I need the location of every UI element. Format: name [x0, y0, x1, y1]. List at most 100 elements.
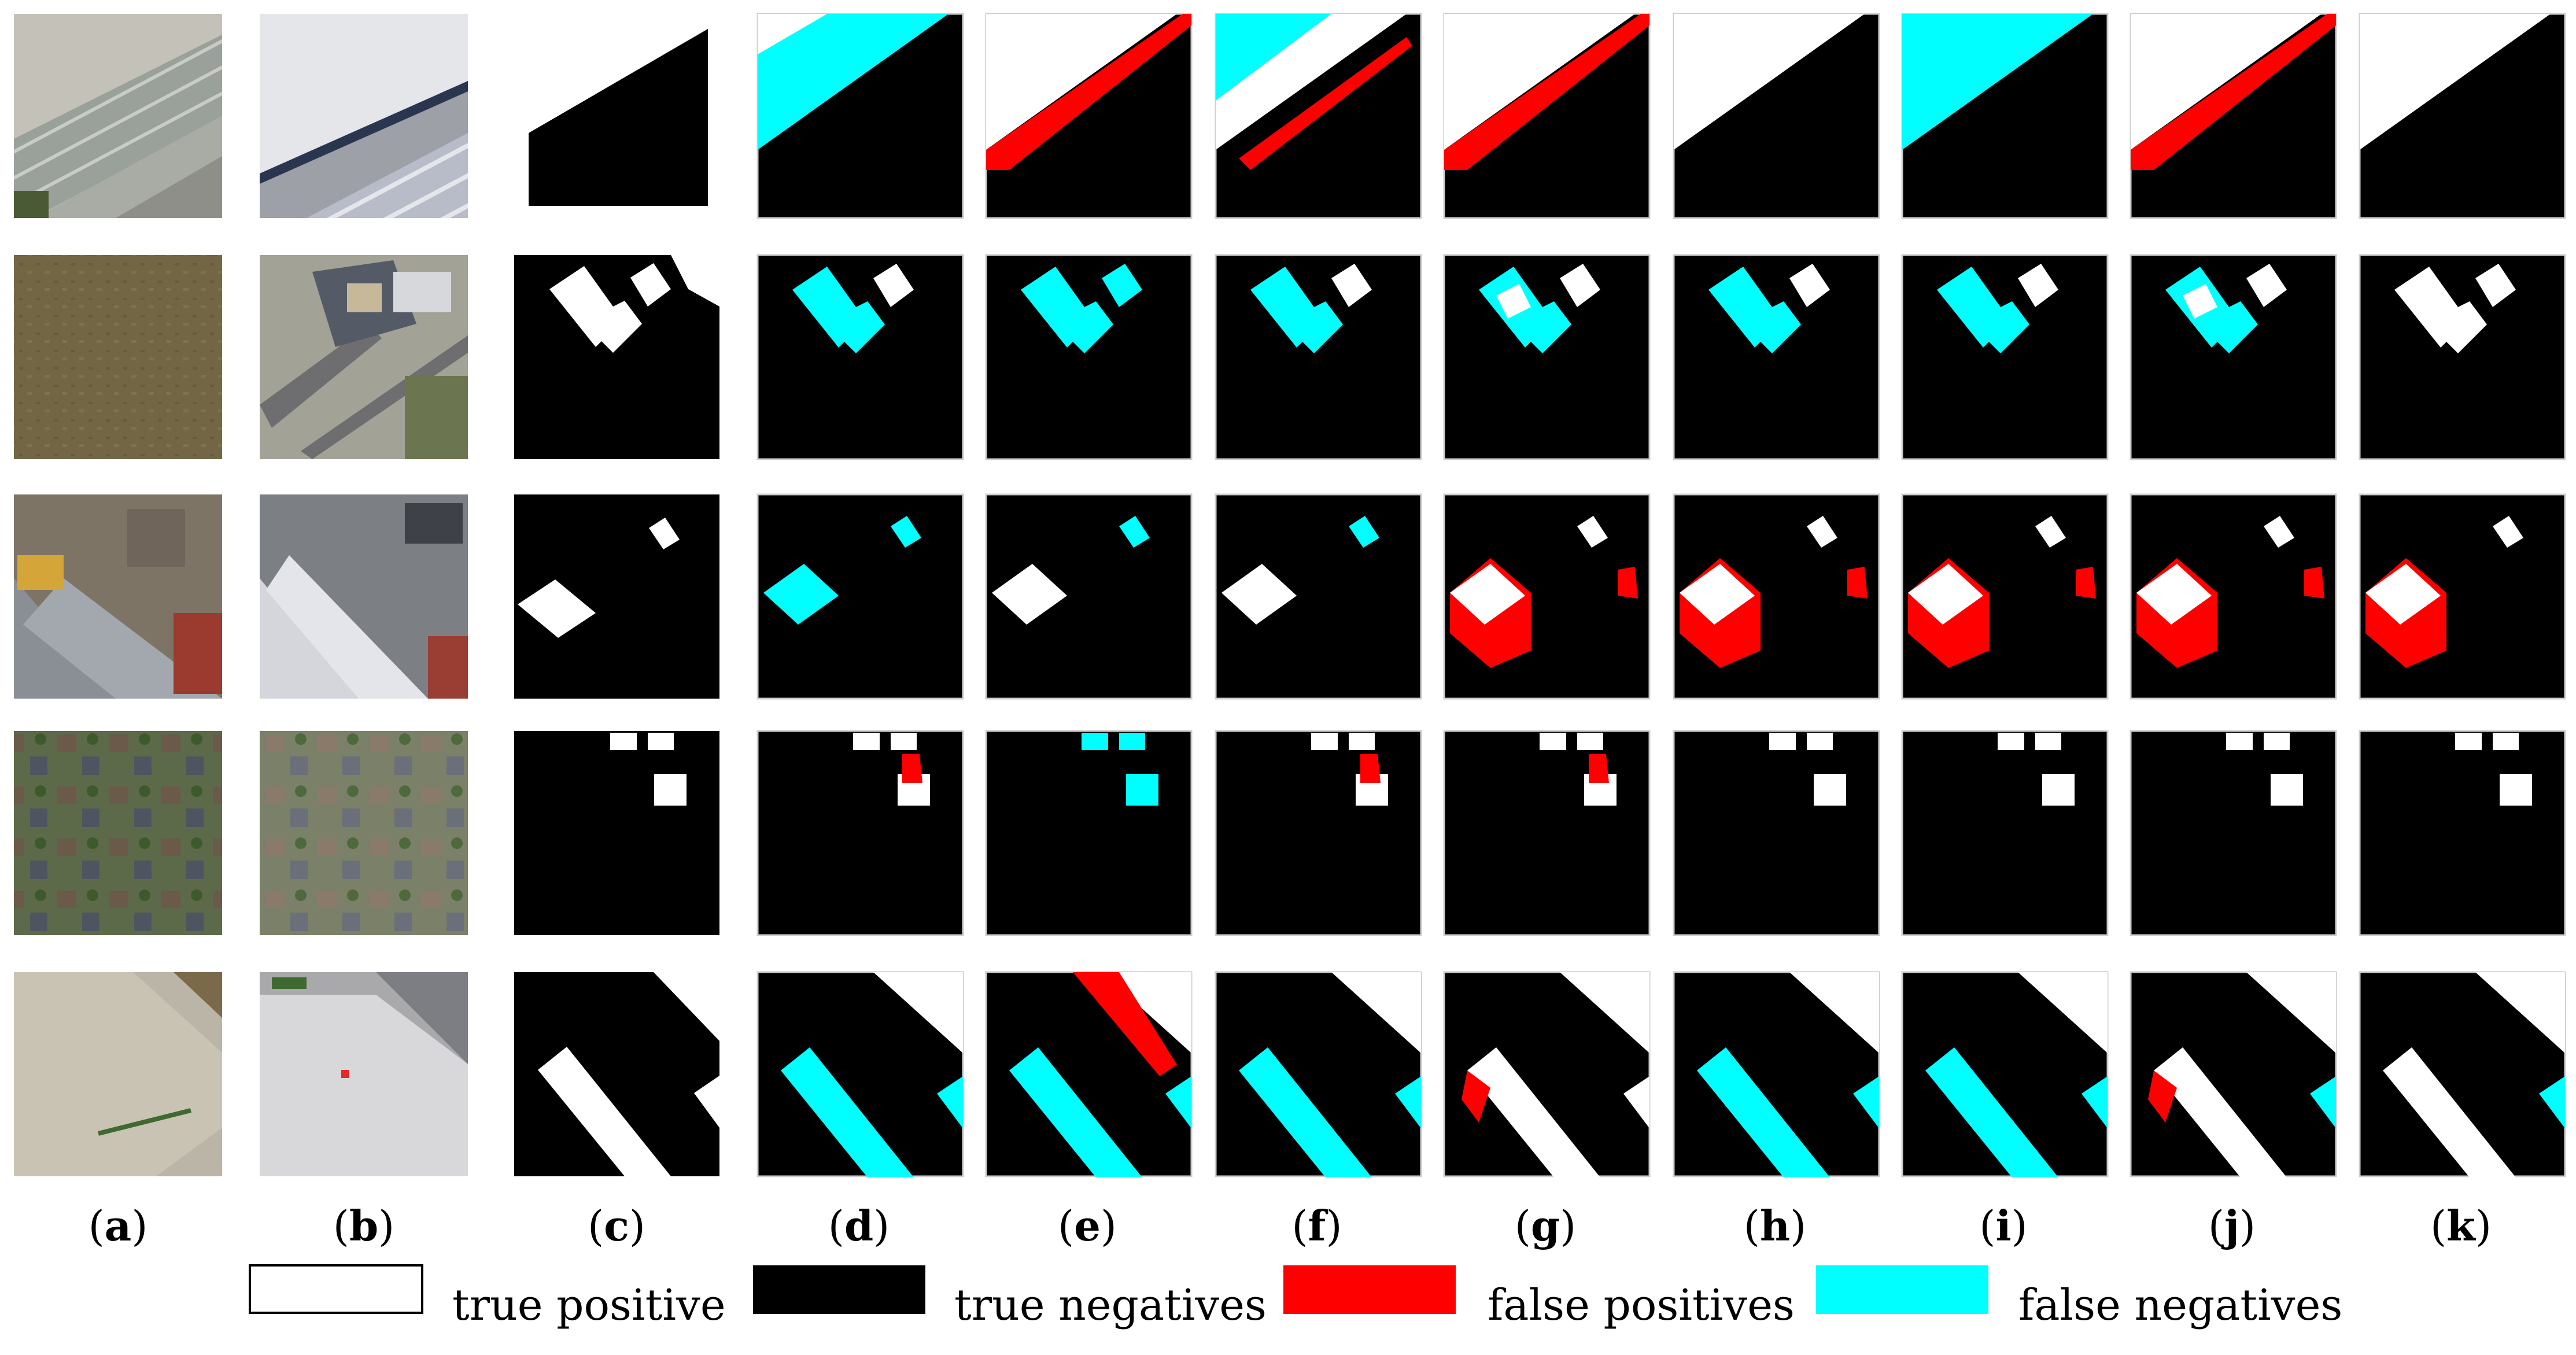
region-house-1 [2455, 733, 2482, 750]
label-d: (d) [828, 1201, 890, 1250]
region-fp [1239, 37, 1412, 170]
label-e-close: ) [1101, 1202, 1117, 1250]
region-house-1 [853, 733, 880, 750]
region-roof [2131, 14, 2322, 150]
pred-g-row5 [1443, 971, 1651, 1177]
region-roof [2360, 14, 2551, 150]
region-building-mid [2475, 264, 2516, 307]
region-tp [1496, 284, 1531, 319]
label-e-open: ( [1058, 1202, 1074, 1250]
legend-swatch-false-negatives [1816, 1265, 1988, 1314]
pred-k-row5 [2359, 971, 2566, 1177]
region-house-2 [1807, 733, 1833, 750]
region-building-small [891, 516, 921, 548]
gt-row2 [514, 255, 719, 459]
region-tp [2183, 284, 2217, 319]
panel-background [1443, 254, 1651, 460]
region-strip [2383, 1047, 2516, 1177]
image-a-row3 [14, 494, 222, 699]
pred-e-row1 [985, 13, 1193, 219]
panel-background [1215, 254, 1422, 460]
label-k-close: ) [2475, 1202, 2492, 1250]
region-house-3 [2500, 774, 2532, 806]
legend-swatch-true-positive [249, 1264, 423, 1314]
region-fp [1462, 1070, 1490, 1123]
pred-h-row4 [1673, 730, 1880, 936]
label-f-close: ) [1326, 1202, 1342, 1250]
region-building-small [1119, 516, 1150, 548]
label-c: (c) [588, 1201, 645, 1250]
region-roof [1444, 14, 1635, 150]
gt-row5 [514, 972, 719, 1176]
column-labels: (a) (b) (c) (d) (e) (f) (g) (h) (i) (j) … [88, 1201, 2492, 1250]
panel-background [985, 730, 1193, 936]
region-fp-blob [1618, 567, 1638, 599]
region-building-small [2035, 516, 2066, 548]
region-building-mid [1102, 264, 1142, 307]
region-building-mid [1789, 264, 1830, 307]
label-g-close: ) [1560, 1202, 1576, 1250]
pred-i-row5 [1901, 971, 2109, 1177]
gt-row3 [514, 494, 719, 699]
region-building-large [792, 267, 885, 353]
pred-d-row2 [756, 254, 964, 460]
region-building-mid [873, 264, 914, 307]
panel-background [756, 254, 964, 460]
column-a-images [14, 14, 222, 1176]
region-building-small [1349, 516, 1379, 548]
region-fp [1073, 972, 1177, 1076]
label-f-open: ( [1291, 1202, 1308, 1250]
region-strip-right [2310, 1076, 2336, 1128]
pred-i-row1 [1901, 13, 2109, 219]
panel-background [1443, 730, 1651, 936]
region-building-large [2394, 267, 2487, 353]
label-g: (g) [1515, 1201, 1577, 1250]
pred-f-row2 [1215, 254, 1422, 460]
region-fp [986, 14, 1191, 170]
pred-j-row4 [2130, 730, 2337, 936]
region-strip-top [873, 972, 963, 1053]
pred-h-row5 [1673, 971, 1880, 1177]
region-building-mid [2246, 264, 2287, 307]
pred-e-row2 [985, 254, 1193, 460]
panel-background [2359, 254, 2566, 460]
legend-label-false-positives: false positives [1488, 1280, 1795, 1330]
image-b-row3 [260, 494, 468, 699]
region-strip-right [937, 1076, 963, 1128]
region-building-large [2365, 564, 2441, 625]
region-building-mid [1331, 264, 1372, 307]
label-f: (f) [1291, 1201, 1342, 1250]
region-tp [758, 14, 827, 54]
pred-d-row4 [756, 730, 964, 936]
pred-k-row4 [2359, 730, 2566, 936]
label-i: (i) [1979, 1201, 2028, 1250]
label-j-letter: j [2221, 1201, 2239, 1250]
pred-h-row1 [1673, 13, 1880, 219]
region-house-2 [2035, 733, 2061, 750]
image-a-row2 [14, 255, 222, 459]
region-strip-right [1623, 1076, 1649, 1128]
legend-label-false-negatives: false negatives [2018, 1280, 2342, 1330]
region-house-1 [1082, 733, 1108, 750]
region-building-small [1807, 516, 1837, 548]
pred-e-row4 [985, 730, 1193, 936]
label-g-letter: g [1531, 1201, 1560, 1250]
label-j: (j) [2208, 1201, 2256, 1250]
region-building-large [1450, 564, 1525, 625]
label-h: (h) [1744, 1201, 1807, 1250]
label-b-open: ( [333, 1202, 349, 1250]
pred-g-row2 [1443, 254, 1651, 460]
region-building-large [763, 564, 839, 625]
legend-swatch-false-positives [1283, 1265, 1456, 1314]
image-b-row1 [260, 14, 468, 218]
pred-i-row3 [1901, 493, 2109, 700]
region-fp [2131, 14, 2336, 170]
pred-k-row1 [2359, 13, 2566, 219]
legend-swatch-true-negatives [753, 1265, 925, 1314]
label-a-open: ( [88, 1202, 105, 1250]
panel-background [985, 254, 1193, 460]
label-d-open: ( [828, 1202, 844, 1250]
region-fp [1589, 754, 1609, 783]
region-strip-right [2539, 1076, 2565, 1128]
